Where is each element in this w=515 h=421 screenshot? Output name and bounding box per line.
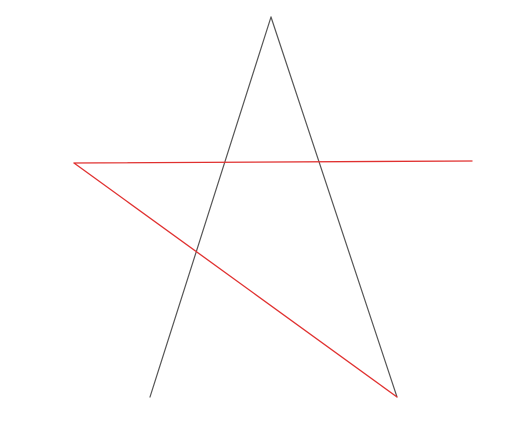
left-gray-stroke — [149, 16, 272, 398]
right-gray-stroke — [270, 16, 398, 398]
horizontal-red-stroke — [73, 160, 473, 164]
diagonal-red-stroke — [73, 162, 398, 398]
